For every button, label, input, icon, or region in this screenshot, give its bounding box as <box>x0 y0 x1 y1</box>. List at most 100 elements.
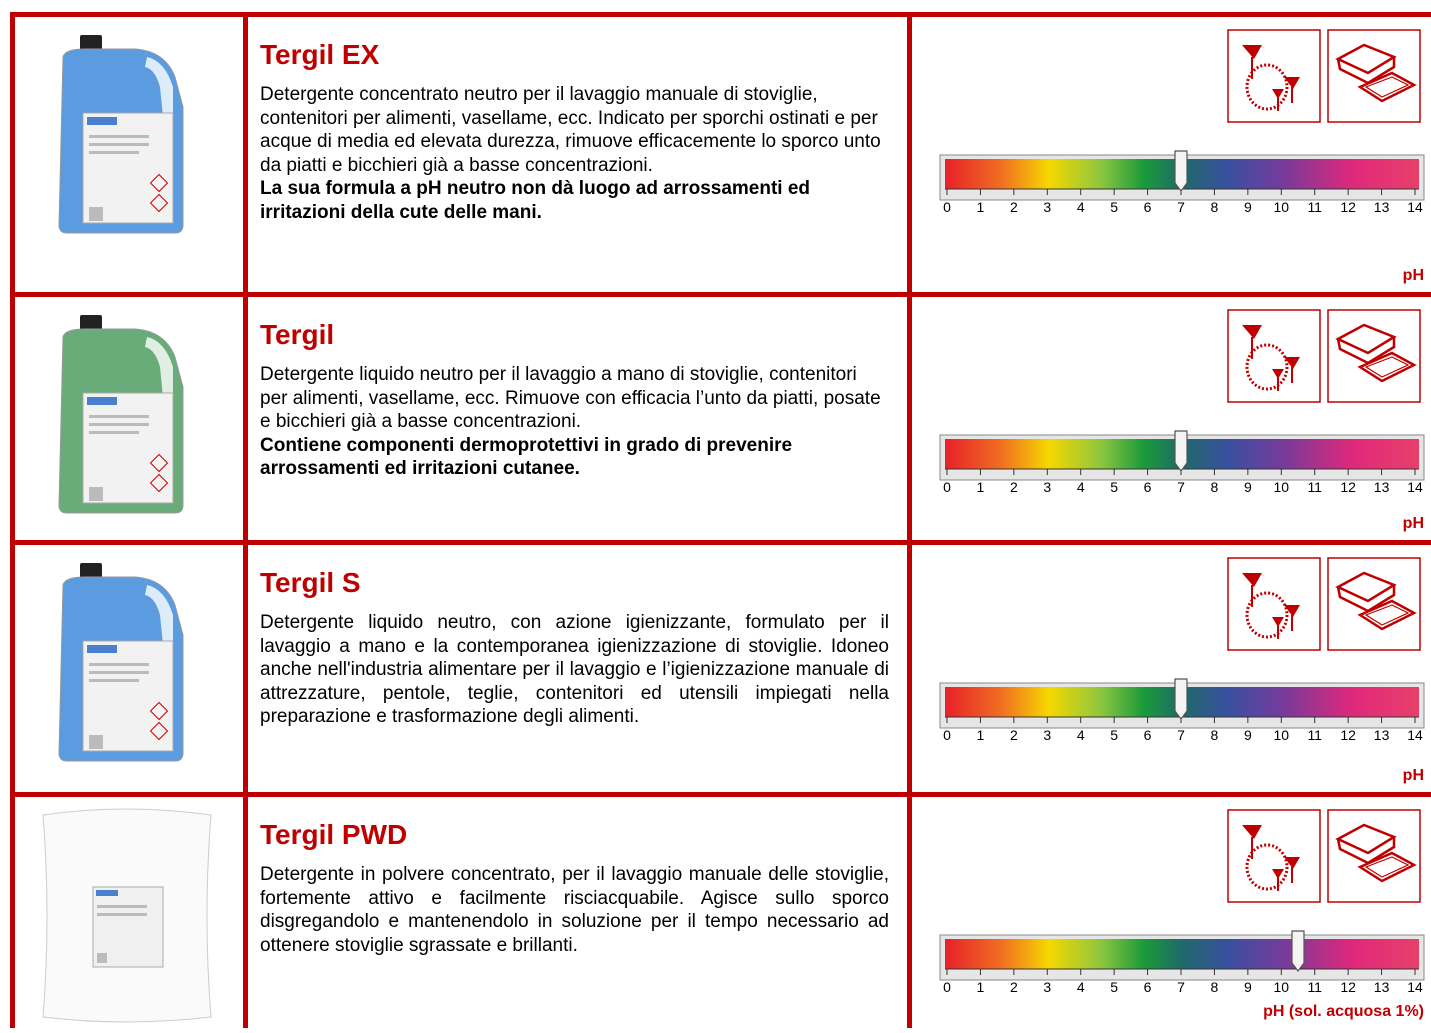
ph-tick-label: 14 <box>1407 979 1423 995</box>
product-image-cell <box>10 17 243 292</box>
icon-trays <box>1327 809 1421 903</box>
ph-tick-label: 8 <box>1211 979 1219 995</box>
ph-tick-label: 11 <box>1307 479 1322 495</box>
ph-tick-label: 12 <box>1340 479 1356 495</box>
product-image <box>42 808 212 1023</box>
ph-tick-label: 1 <box>977 727 985 743</box>
ph-tick-label: 9 <box>1244 479 1252 495</box>
ph-label: pH <box>1403 267 1424 284</box>
ph-tick-label: 1 <box>977 199 985 215</box>
product-image <box>58 315 184 514</box>
ph-tick-label: 2 <box>1010 199 1018 215</box>
ph-tick-label: 5 <box>1110 199 1118 215</box>
icon-glasses <box>1227 557 1321 651</box>
ph-cell: 0 1 2 3 4 5 6 7 8 9 10 11 12 13 14 pH <box>907 297 1431 540</box>
ph-tick-label: 13 <box>1374 479 1390 495</box>
product-row: Tergil PWD Detergente in polvere concentr… <box>10 792 1431 1028</box>
ph-cell: 0 1 2 3 4 5 6 7 8 9 10 11 12 13 14 pH <box>907 17 1431 292</box>
ph-tick-label: 1 <box>977 979 985 995</box>
product-image-cell <box>10 545 243 792</box>
ph-marker <box>1174 678 1188 720</box>
icon-trays <box>1327 309 1421 403</box>
product-image <box>58 35 184 234</box>
icon-glasses <box>1227 309 1321 403</box>
ph-tick-label: 8 <box>1211 199 1219 215</box>
ph-tick-label: 6 <box>1144 727 1152 743</box>
ph-tick-label: 2 <box>1010 479 1018 495</box>
ph-marker <box>1174 150 1188 192</box>
product-description: Detergente liquido neutro per il lavaggi… <box>260 364 881 432</box>
icon-glasses <box>1227 29 1321 123</box>
product-image <box>58 563 184 762</box>
ph-label: pH <box>1403 767 1424 784</box>
ph-tick-label: 2 <box>1010 727 1018 743</box>
product-description: Detergente concentrato neutro per il lav… <box>260 84 881 176</box>
ph-tick-label: 9 <box>1244 979 1252 995</box>
ph-label: pH <box>1403 515 1424 532</box>
ph-tick-label: 11 <box>1307 979 1322 995</box>
ph-tick-label: 12 <box>1340 979 1356 995</box>
product-row: Tergil EX Detergente concentrato neutro p… <box>10 12 1431 292</box>
product-description: Detergente in polvere concentrato, per i… <box>260 864 889 956</box>
product-name: Tergil S <box>260 567 361 598</box>
ph-tick-label: 2 <box>1010 979 1018 995</box>
ph-tick-label: 10 <box>1273 199 1289 215</box>
ph-tick-label: 6 <box>1144 199 1152 215</box>
ph-tick-label: 3 <box>1043 479 1051 495</box>
ph-tick-label: 4 <box>1077 199 1085 215</box>
ph-tick-label: 4 <box>1077 979 1085 995</box>
ph-tick-label: 12 <box>1340 727 1356 743</box>
ph-tick-label: 3 <box>1043 199 1051 215</box>
ph-tick-label: 14 <box>1407 479 1423 495</box>
ph-tick-label: 8 <box>1211 479 1219 495</box>
ph-tick-label: 7 <box>1177 979 1185 995</box>
ph-tick-label: 10 <box>1273 979 1289 995</box>
product-text-cell: Tergil S Detergente liquido neutro, con a… <box>243 545 907 792</box>
product-description: Detergente liquido neutro, con azione ig… <box>260 612 889 727</box>
product-name: Tergil EX <box>260 39 380 70</box>
ph-tick-label: 10 <box>1273 727 1289 743</box>
ph-tick-label: 13 <box>1374 199 1390 215</box>
product-row: Tergil Detergente liquido neutro per il l… <box>10 292 1431 540</box>
ph-tick-label: 5 <box>1110 727 1118 743</box>
product-note: La sua formula a pH neutro non dà luogo … <box>260 178 811 223</box>
ph-tick-label: 13 <box>1374 979 1390 995</box>
ph-tick-label: 3 <box>1043 979 1051 995</box>
ph-tick-label: 0 <box>943 979 951 995</box>
ph-tick-label: 14 <box>1407 727 1423 743</box>
ph-tick-label: 0 <box>943 727 951 743</box>
icon-trays <box>1327 557 1421 651</box>
ph-tick-label: 7 <box>1177 727 1185 743</box>
ph-tick-label: 7 <box>1177 479 1185 495</box>
product-text-cell: Tergil PWD Detergente in polvere concentr… <box>243 797 907 1028</box>
ph-tick-label: 8 <box>1211 727 1219 743</box>
product-row: Tergil S Detergente liquido neutro, con a… <box>10 540 1431 792</box>
ph-tick-label: 0 <box>943 199 951 215</box>
ph-tick-label: 13 <box>1374 727 1390 743</box>
ph-tick-label: 3 <box>1043 727 1051 743</box>
ph-tick-label: 9 <box>1244 199 1252 215</box>
ph-tick-label: 10 <box>1273 479 1289 495</box>
ph-tick-label: 6 <box>1144 479 1152 495</box>
ph-marker <box>1174 430 1188 472</box>
ph-tick-label: 11 <box>1307 727 1322 743</box>
product-name: Tergil PWD <box>260 819 408 850</box>
product-name: Tergil <box>260 319 335 350</box>
ph-tick-label: 4 <box>1077 479 1085 495</box>
ph-tick-label: 5 <box>1110 979 1118 995</box>
ph-tick-label: 4 <box>1077 727 1085 743</box>
ph-tick-label: 14 <box>1407 199 1423 215</box>
ph-marker <box>1291 930 1305 972</box>
product-text-cell: Tergil EX Detergente concentrato neutro p… <box>243 17 907 292</box>
ph-tick-label: 0 <box>943 479 951 495</box>
product-image-cell <box>10 797 243 1028</box>
product-note: Contiene componenti dermoprotettivi in g… <box>260 434 793 480</box>
ph-tick-label: 6 <box>1144 979 1152 995</box>
ph-cell: 0 1 2 3 4 5 6 7 8 9 10 11 12 13 14 pH <box>907 545 1431 792</box>
ph-tick-label: 5 <box>1110 479 1118 495</box>
